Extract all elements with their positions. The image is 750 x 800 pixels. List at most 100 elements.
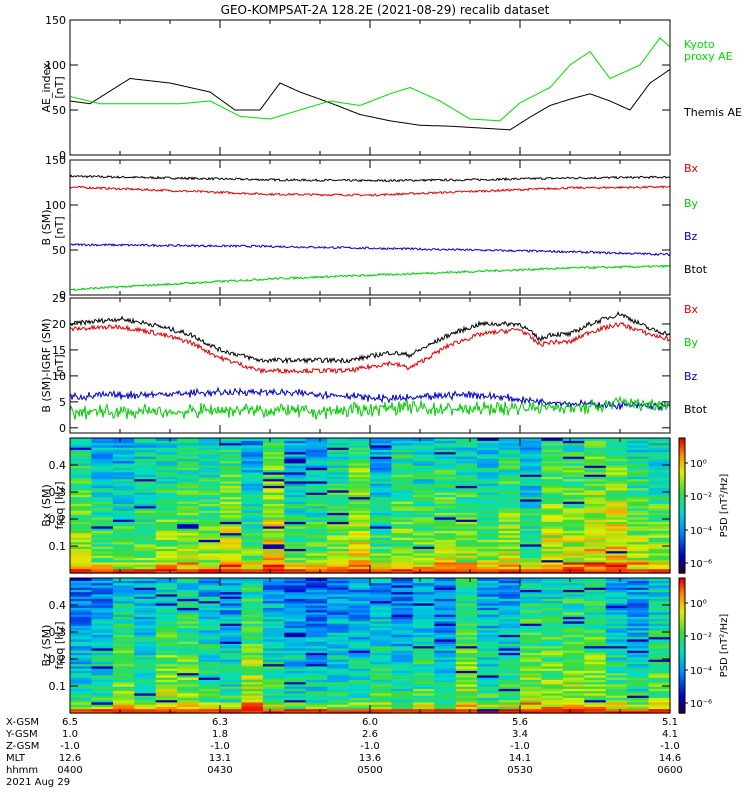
spectrogram-cell — [412, 652, 435, 656]
spectrogram-cell — [134, 647, 157, 651]
spectrogram-cell — [370, 679, 392, 683]
spectrogram-cell — [541, 478, 564, 482]
spectrogram-cell — [370, 505, 392, 509]
spectrogram-cell — [584, 485, 607, 489]
series-line-by — [70, 264, 670, 292]
spectrogram-cell — [70, 652, 92, 656]
spectrogram-cell — [177, 570, 200, 574]
spectrogram-cell — [498, 458, 521, 462]
spectrogram-cell — [198, 582, 221, 586]
spectrogram-cell — [112, 546, 135, 549]
spectrogram-cell — [70, 438, 92, 441]
spectrogram-cell — [455, 638, 478, 642]
spectrogram-cell — [391, 578, 414, 581]
spectrogram-cell — [520, 618, 542, 622]
spectrogram-cell — [584, 688, 607, 692]
spectrogram-cell — [541, 699, 564, 703]
spectrogram-cell — [520, 539, 542, 543]
spectrogram-cell — [605, 480, 628, 484]
spectrogram-cell — [391, 681, 414, 685]
spectrogram-cell — [348, 557, 371, 561]
spectrogram-cell — [198, 552, 221, 556]
colorbar-segment — [679, 674, 685, 678]
spectrogram-cell — [284, 543, 307, 547]
spectrogram-cell — [327, 503, 350, 507]
spectrogram-cell — [241, 510, 264, 513]
spectrogram-cell — [305, 607, 328, 611]
spectrogram-cell — [198, 541, 221, 545]
spectrogram-cell — [220, 512, 242, 516]
spectrogram-cell — [541, 447, 564, 450]
series-line-themis-ae — [70, 69, 670, 131]
colorbar-segment — [679, 548, 685, 552]
spectrogram-cell — [91, 447, 114, 450]
spectrogram-cell — [627, 485, 650, 489]
spectrogram-cell — [262, 440, 285, 444]
spectrogram-cell — [412, 708, 435, 712]
spectrogram-cell — [198, 688, 221, 692]
spectrogram-cell — [91, 462, 114, 466]
spectrogram-cell — [348, 584, 371, 588]
spectrogram-cell — [91, 480, 114, 484]
spectrogram-cell — [284, 623, 307, 626]
spectrogram-cell — [220, 456, 242, 459]
spectrogram-cell — [70, 516, 92, 520]
spectrogram-cell — [605, 476, 628, 480]
spectrogram-cell — [220, 692, 242, 696]
spectrogram-cell — [284, 494, 307, 498]
spectrogram-cell — [605, 706, 628, 710]
spectrogram-cell — [220, 591, 242, 595]
spectrogram-cell — [370, 507, 392, 511]
spectrogram-cell — [605, 465, 628, 468]
spectrogram-cell — [370, 643, 392, 647]
spectrogram-cell — [477, 634, 500, 638]
spectrogram-cell — [412, 627, 435, 631]
spectrogram-cell — [562, 512, 585, 516]
spectrogram-cell — [91, 476, 114, 480]
spectrogram-cell — [241, 690, 264, 694]
spectrogram-cell — [584, 498, 607, 502]
spectrogram-cell — [520, 661, 542, 665]
spectrogram-cell — [477, 701, 500, 705]
spectrogram-cell — [648, 557, 671, 561]
spectrogram-cell — [627, 706, 650, 710]
spectrogram-cell — [498, 503, 521, 507]
spectrogram-cell — [584, 686, 607, 689]
spectrogram-cell — [391, 587, 414, 590]
spectrogram-cell — [584, 503, 607, 507]
panel-3 — [69, 297, 671, 434]
spectrogram-cell — [391, 438, 414, 441]
colorbar-segment — [679, 659, 685, 662]
spectrogram-cell — [370, 607, 392, 611]
spectrogram-cell — [91, 514, 114, 518]
spectrogram-cell — [455, 528, 478, 531]
spectrogram-cell — [498, 485, 521, 489]
spectrogram-cell — [648, 559, 671, 563]
spectrogram-cell — [284, 600, 307, 604]
spectrogram-cell — [91, 681, 114, 685]
spectrogram-cell — [391, 600, 414, 604]
spectrogram-cell — [305, 701, 328, 705]
colorbar-segment — [679, 670, 685, 674]
spectrogram-cell — [562, 478, 585, 482]
spectrogram-cell — [155, 503, 178, 507]
colorbar-segment — [679, 580, 685, 584]
spectrogram-cell — [284, 589, 307, 593]
spectrogram-cell — [370, 530, 392, 534]
spectrogram-cell — [434, 670, 457, 674]
spectrogram-cell — [498, 620, 521, 624]
spectrogram-cell — [91, 584, 114, 588]
spectrogram-cell — [198, 568, 221, 572]
spectrogram-cell — [327, 614, 350, 617]
spectrogram-cell — [520, 550, 542, 554]
spectrogram-cell — [327, 645, 350, 649]
spectrogram-cell — [455, 541, 478, 545]
spectrogram-cell — [70, 643, 92, 647]
spectrogram-cell — [348, 514, 371, 518]
spectrogram-cell — [348, 596, 371, 599]
spectrogram-cell — [605, 596, 628, 599]
spectrogram-cell — [70, 665, 92, 669]
spectrogram-cell — [134, 641, 157, 644]
spectrogram-cell — [562, 679, 585, 683]
spectrogram-cell — [327, 516, 350, 520]
